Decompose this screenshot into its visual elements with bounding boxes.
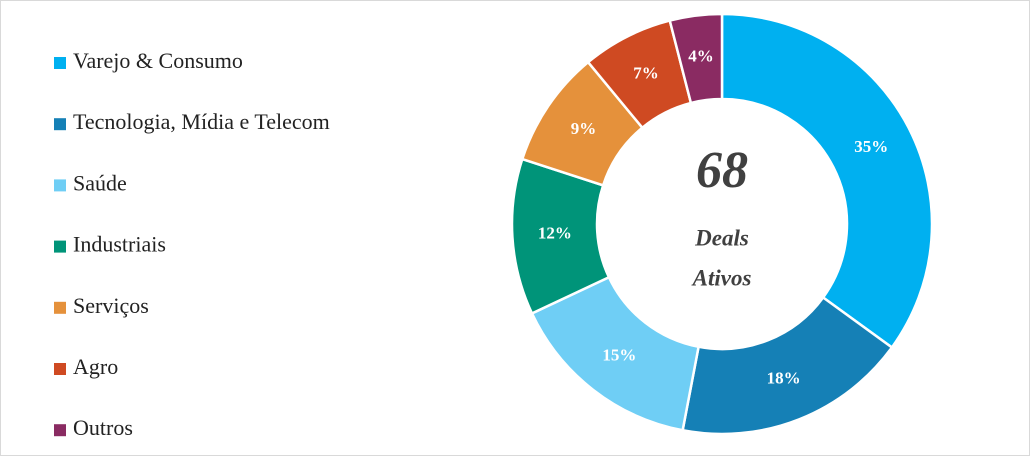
legend-label: Industriais xyxy=(73,232,166,257)
center-label: Ativos xyxy=(691,265,752,290)
donut-slice xyxy=(720,12,934,350)
center-label: Deals xyxy=(694,225,749,250)
legend-label: Saúde xyxy=(73,170,127,195)
data-label: 7% xyxy=(633,64,659,83)
data-label: 4% xyxy=(688,47,714,66)
legend-swatch xyxy=(54,424,66,437)
center-value: 68 xyxy=(696,142,748,199)
legend-label: Outros xyxy=(73,415,133,440)
legend-label: Tecnologia, Mídia e Telecom xyxy=(73,109,330,134)
legend-label: Varejo & Consumo xyxy=(73,48,243,73)
legend-swatch xyxy=(54,240,66,253)
data-label: 12% xyxy=(538,223,572,242)
legend-swatch xyxy=(54,179,66,192)
data-label: 35% xyxy=(854,137,888,156)
legend-swatch xyxy=(54,57,66,69)
data-label: 18% xyxy=(767,369,801,388)
legend-swatch xyxy=(54,363,66,375)
donut-slice xyxy=(668,12,724,105)
legend-swatch xyxy=(54,118,66,131)
legend-label: Serviços xyxy=(73,293,149,318)
legend-label: Agro xyxy=(73,354,118,379)
legend-swatch xyxy=(54,301,66,314)
data-label: 15% xyxy=(602,345,636,364)
data-label: 9% xyxy=(571,119,597,138)
